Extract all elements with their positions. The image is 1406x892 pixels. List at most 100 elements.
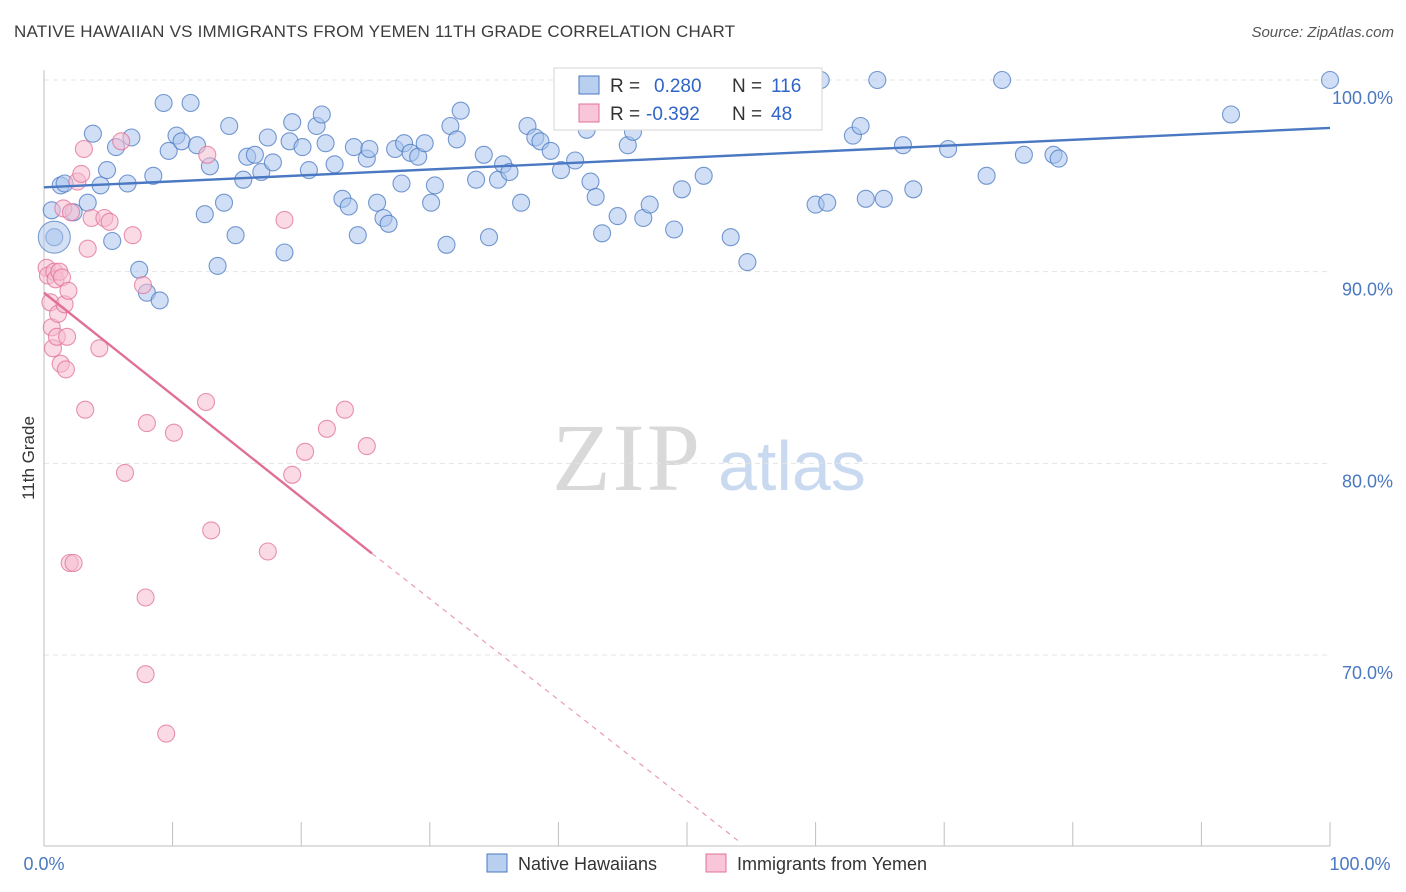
native-hawaiians-point — [893, 136, 913, 155]
x-tick-label-min: 0.0% — [23, 854, 64, 874]
immigrants-from-yemen-point — [115, 463, 135, 482]
immigrants-from-yemen-point — [157, 724, 176, 743]
bottom-legend-swatch-immigrants-from-yemen — [705, 853, 727, 873]
native-hawaiians-point — [208, 256, 227, 275]
legend-n-label-1: N = — [732, 76, 762, 97]
native-hawaiians-point — [130, 260, 149, 279]
native-hawaiians-point — [467, 170, 486, 189]
native-hawaiians-point — [694, 166, 713, 185]
native-hawaiians-point — [97, 161, 117, 180]
native-hawaiians-point — [640, 195, 659, 214]
y-tick-label-100: 100.0% — [1332, 88, 1393, 108]
x-ticks — [43, 822, 1331, 846]
native-hawaiians-point — [874, 189, 893, 208]
immigrants-from-yemen-point — [78, 239, 97, 258]
x-tick-label-max: 100.0% — [1329, 854, 1390, 874]
native-hawaiians-point-large — [37, 220, 71, 254]
native-hawaiians-point — [245, 145, 264, 164]
immigrants-from-yemen-point — [198, 145, 217, 164]
native-hawaiians-point — [1049, 149, 1068, 168]
native-hawaiians-point — [325, 155, 344, 174]
native-hawaiians-point — [234, 170, 253, 189]
native-hawaiians-point — [993, 70, 1012, 90]
bottom-legend-label-immigrants-from-yemen: Immigrants from Yemen — [737, 854, 927, 874]
native-hawaiians-point — [665, 220, 684, 239]
native-hawaiians-point — [293, 138, 312, 157]
watermark-atlas: atlas — [718, 427, 866, 505]
native-hawaiians-point — [586, 187, 605, 206]
native-hawaiians-point — [339, 197, 358, 216]
legend-swatch-native-hawaiians — [578, 75, 600, 95]
y-tick-label-90: 90.0% — [1342, 280, 1393, 300]
native-hawaiians-point — [939, 139, 958, 159]
native-hawaiians-point — [154, 93, 173, 113]
y-axis-title: 11th Grade — [19, 416, 38, 500]
native-hawaiians-point — [512, 193, 531, 212]
native-hawaiians-point — [581, 172, 600, 191]
immigrants-from-yemen-point — [72, 164, 91, 183]
native-hawaiians-point — [283, 113, 302, 132]
native-hawaiians-point — [851, 116, 870, 136]
native-hawaiians-point — [159, 141, 178, 160]
native-hawaiians-point — [738, 253, 757, 272]
legend-r-value-1: 0.280 — [654, 76, 702, 97]
immigrants-from-yemen-point — [112, 132, 131, 151]
legend-swatch-immigrants-from-yemen — [578, 103, 600, 123]
native-hawaiians-point — [541, 141, 560, 160]
native-hawaiians-point — [214, 193, 234, 212]
native-hawaiians-point — [181, 93, 200, 113]
native-hawaiians-point — [275, 243, 294, 262]
y-tick-labels: 100.0% 90.0% 80.0% 70.0% — [1332, 88, 1393, 683]
immigrants-from-yemen-point — [56, 360, 75, 379]
immigrants-from-yemen-point — [296, 442, 315, 461]
native-hawaiians-point — [392, 174, 411, 193]
immigrants-from-yemen-point — [357, 437, 376, 456]
native-hawaiians-point — [721, 228, 740, 247]
native-hawaiians-point — [479, 228, 499, 247]
native-hawaiians-point — [1221, 105, 1241, 124]
native-hawaiians-point — [551, 161, 571, 180]
native-hawaiians-point — [360, 139, 379, 159]
native-hawaiians-point — [868, 70, 887, 90]
immigrants-from-yemen-point — [74, 139, 93, 159]
immigrants-from-yemen-trend-extension — [371, 552, 739, 842]
native-hawaiians-point — [263, 153, 282, 172]
native-hawaiians-point — [500, 162, 519, 182]
native-hawaiians-point — [451, 101, 470, 120]
gridlines — [44, 79, 1330, 656]
native-hawaiians-point — [83, 124, 102, 143]
immigrants-from-yemen-point — [136, 665, 155, 684]
native-hawaiians-point — [258, 128, 277, 147]
native-hawaiians-point — [1320, 70, 1340, 90]
immigrants-from-yemen-point — [164, 423, 183, 442]
immigrants-from-yemen-point — [317, 419, 336, 438]
watermark-zip: ZIP — [552, 404, 702, 511]
immigrants-from-yemen-point — [137, 414, 156, 433]
immigrants-from-yemen-point — [61, 203, 81, 222]
native-hawaiians-point — [593, 224, 612, 243]
native-hawaiians-point — [150, 291, 169, 310]
native-hawaiians-point — [904, 180, 923, 199]
native-hawaiians-point — [856, 189, 875, 208]
legend-r-label-2: R = — [610, 104, 640, 125]
native-hawaiians-point — [348, 226, 367, 245]
immigrants-from-yemen-trend-line — [43, 291, 373, 555]
native-hawaiians-point — [425, 176, 444, 195]
immigrants-from-yemen-point — [335, 400, 354, 419]
immigrants-from-yemen-point — [258, 542, 277, 561]
legend-n-value-1: 116 — [771, 76, 801, 97]
native-hawaiians-point — [608, 207, 627, 226]
legend-n-label-2: N = — [732, 104, 762, 125]
native-hawaiians-point — [977, 166, 996, 185]
immigrants-from-yemen-point — [196, 392, 216, 412]
series-1 — [37, 132, 376, 743]
chart-source: Source: ZipAtlas.com — [1251, 24, 1394, 41]
native-hawaiians-point — [172, 132, 191, 151]
native-hawaiians-point — [220, 116, 239, 136]
y-tick-label-70: 70.0% — [1342, 663, 1393, 683]
immigrants-from-yemen-point — [136, 588, 155, 607]
native-hawaiians-point — [474, 145, 493, 164]
native-hawaiians-point — [447, 130, 466, 149]
immigrants-from-yemen-point — [283, 465, 302, 484]
watermark: ZIP atlas — [552, 404, 866, 511]
